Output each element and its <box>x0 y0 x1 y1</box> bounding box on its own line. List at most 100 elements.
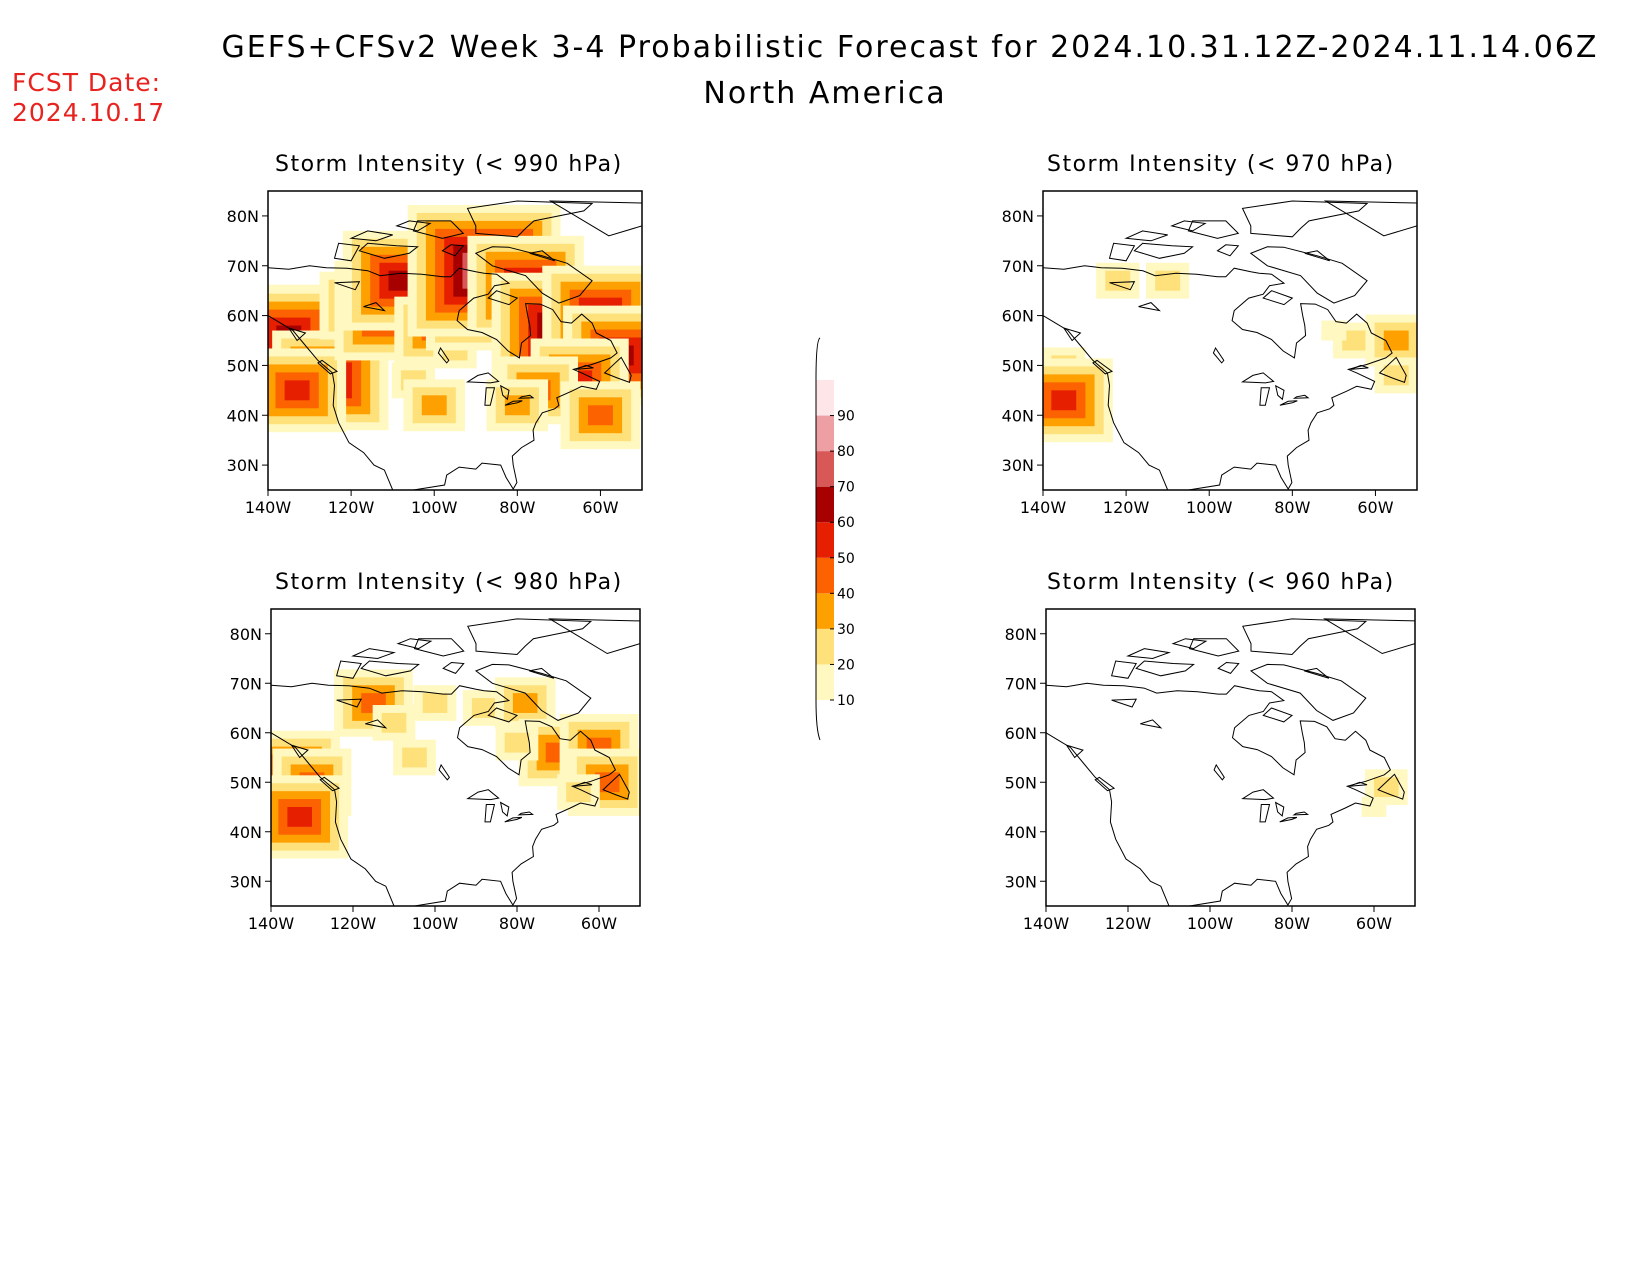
panel-title-970: Storm Intensity (< 970 hPa) <box>1047 152 1395 177</box>
probability-cell <box>422 693 448 713</box>
island-outline <box>1133 242 1194 259</box>
y-tick-label: 50N <box>1005 773 1037 792</box>
panel-title-960: Storm Intensity (< 960 hPa) <box>1047 570 1395 595</box>
y-tick-label: 80N <box>1005 625 1037 644</box>
lake-outline <box>466 789 500 801</box>
map-panel-990 <box>268 200 642 490</box>
y-tick-label: 80N <box>1002 207 1034 226</box>
island-outline <box>1323 200 1417 237</box>
lake-outline <box>365 719 388 729</box>
island-outline <box>487 707 519 723</box>
island-outline <box>1188 638 1240 657</box>
colorbar-label: 40 <box>837 586 855 602</box>
y-tick-label: 30N <box>1005 872 1037 891</box>
colorbar-label: 30 <box>837 622 855 638</box>
map-panel-970 <box>1043 200 1417 490</box>
colorbar-swatch <box>816 522 834 558</box>
x-tick-label: 60W <box>582 498 618 517</box>
probability-cell <box>403 379 465 432</box>
x-tick-label: 140W <box>1023 914 1070 933</box>
forecast-date-label: FCST Date: <box>12 68 162 97</box>
x-tick-label: 60W <box>1357 498 1393 517</box>
x-tick-label: 140W <box>1020 498 1067 517</box>
map-frame <box>1045 608 1416 907</box>
y-tick-label: 60N <box>1002 307 1034 326</box>
probability-cell <box>1374 357 1417 394</box>
island-outline <box>358 242 419 259</box>
probability-cell <box>284 380 310 401</box>
colorbar-swatch <box>816 451 834 487</box>
island-outline <box>1242 618 1368 656</box>
island-outline <box>1171 638 1208 650</box>
colorbar-label: 80 <box>837 444 855 460</box>
island-outline <box>287 327 307 342</box>
forecast-date: FCST Date: 2024.10.17 <box>12 68 165 128</box>
lake-outline <box>1259 387 1271 406</box>
lake-outline <box>1213 763 1225 781</box>
lake-outline <box>1111 698 1138 708</box>
colorbar-swatch <box>816 557 834 594</box>
coastline <box>271 682 617 906</box>
lake-outline <box>1274 384 1285 401</box>
lake-outline <box>1140 719 1163 729</box>
y-tick-label: 50N <box>1002 356 1034 375</box>
probability-cell <box>1383 330 1409 351</box>
lake-outline <box>517 811 535 816</box>
colorbar-label: 60 <box>837 515 855 531</box>
x-tick-label: 100W <box>1187 914 1234 933</box>
colorbar-swatch <box>816 628 834 665</box>
probability-cell <box>1383 365 1409 386</box>
lake-outline <box>484 804 496 823</box>
colorbar-cap-bottom <box>815 699 821 741</box>
island-outline <box>395 220 432 232</box>
island-outline <box>360 660 420 677</box>
lake-outline <box>504 400 523 406</box>
y-tick-label: 50N <box>227 356 259 375</box>
map-frame <box>267 190 643 491</box>
probability-cell <box>1146 262 1190 299</box>
page-subtitle: North America <box>703 76 947 111</box>
island-outline <box>319 776 341 792</box>
island-outline <box>1377 773 1405 800</box>
lake-outline <box>438 763 451 781</box>
lake-outline <box>437 346 450 364</box>
panel-title-980: Storm Intensity (< 980 hPa) <box>275 570 623 595</box>
island-outline <box>1249 663 1367 721</box>
island-outline <box>529 667 555 679</box>
island-outline <box>602 773 630 800</box>
island-outline <box>1124 230 1168 242</box>
probability-cell <box>287 807 312 827</box>
lake-outline <box>1109 281 1136 291</box>
map-frame <box>1042 190 1418 491</box>
lake-outline <box>1241 789 1275 801</box>
lake-outline <box>504 816 523 823</box>
y-tick-label: 80N <box>230 625 262 644</box>
y-tick-label: 40N <box>1002 406 1034 425</box>
x-tick-label: 120W <box>1103 498 1150 517</box>
probability-cell <box>1321 320 1347 341</box>
lake-outline <box>484 387 496 406</box>
lake-outline <box>1274 801 1285 817</box>
island-outline <box>1187 220 1240 239</box>
forecast-date-value: 2024.10.17 <box>12 98 166 127</box>
island-outline <box>1108 242 1136 262</box>
coastline <box>1043 265 1393 490</box>
colorbar-swatch <box>816 486 834 523</box>
island-outline <box>575 364 594 370</box>
lake-outline <box>1292 811 1310 816</box>
probability-cell <box>402 747 427 768</box>
page-title: GEFS+CFSv2 Week 3-4 Probabilistic Foreca… <box>221 30 1599 65</box>
probability-cell <box>1105 270 1131 291</box>
island-outline <box>1092 359 1114 375</box>
map-panel-980 <box>271 618 640 906</box>
probability-cell <box>566 782 591 803</box>
probability-cell <box>413 685 457 721</box>
probability-cell <box>1361 797 1387 817</box>
y-tick-label: 70N <box>1002 257 1034 276</box>
lake-outline <box>1240 372 1275 384</box>
island-outline <box>441 244 465 257</box>
island-outline <box>466 200 594 238</box>
probability-cell <box>486 379 549 432</box>
island-outline <box>467 618 593 656</box>
